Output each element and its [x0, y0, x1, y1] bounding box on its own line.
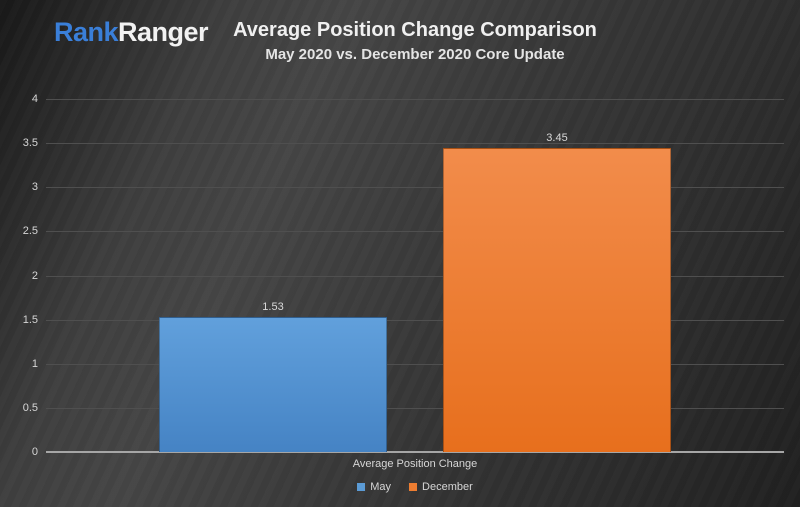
legend-swatch-may: [357, 483, 366, 491]
chart-subtitle: May 2020 vs. December 2020 Core Update: [265, 46, 565, 63]
legend-label: December: [422, 481, 473, 493]
value-label-december: 3.45: [546, 132, 568, 144]
gridline: [46, 99, 784, 100]
legend-item-may: May: [357, 481, 391, 493]
gridline: [46, 231, 784, 232]
y-tick-label: 3: [31, 181, 38, 193]
y-tick-label: 3.5: [22, 137, 38, 149]
y-tick-label: 1: [31, 358, 38, 370]
y-tick-label: 2: [31, 270, 38, 282]
legend-swatch-december: [409, 483, 418, 491]
y-tick-label: 4: [31, 93, 38, 105]
y-tick-label: 2.5: [22, 225, 38, 237]
brand-logo-ranger: Ranger: [118, 17, 209, 47]
legend: May December: [46, 481, 784, 493]
bar-december: [443, 148, 671, 452]
gridline: [46, 364, 784, 365]
gridline: [46, 187, 784, 188]
legend-label: May: [370, 481, 392, 493]
y-tick-label: 0.5: [22, 402, 38, 414]
gridline: [46, 320, 784, 321]
chart-title: Average Position Change Comparison: [233, 19, 597, 41]
brand-logo: RankRanger: [54, 17, 209, 48]
y-tick-label: 0: [31, 446, 38, 458]
bar-may: [159, 317, 387, 452]
legend-item-december: December: [409, 481, 473, 493]
gridline: [46, 408, 784, 409]
gridline: [46, 143, 784, 144]
y-tick-label: 1.5: [22, 314, 38, 326]
x-axis-label: Average Position Change: [352, 458, 478, 470]
brand-logo-rank: Rank: [54, 17, 119, 47]
gridline: [46, 276, 784, 277]
value-label-may: 1.53: [262, 301, 284, 313]
x-axis-line: [46, 451, 784, 453]
